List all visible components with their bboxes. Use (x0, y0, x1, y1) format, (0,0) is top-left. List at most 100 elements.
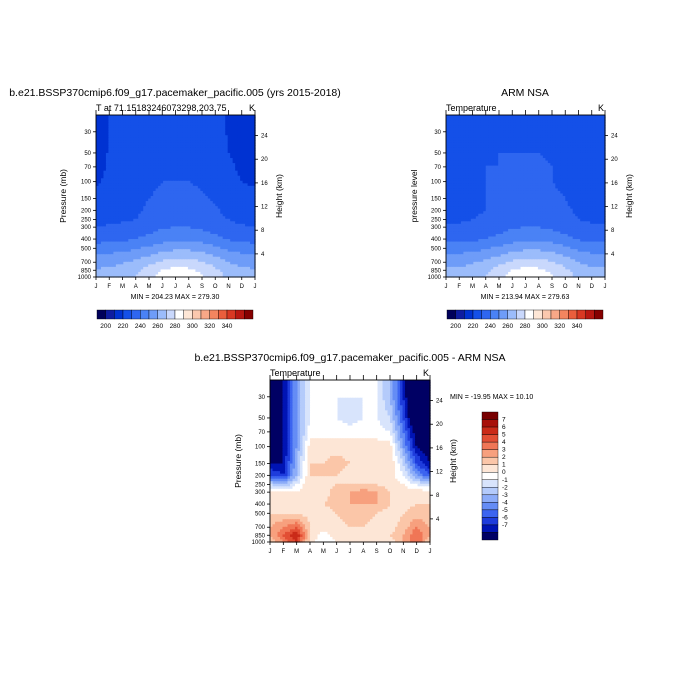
heatmap-cell (182, 140, 187, 144)
heatmap-cell (153, 160, 157, 164)
x-tick-label: S (200, 284, 204, 290)
heatmap-cell (150, 223, 154, 227)
heatmap-cell (98, 175, 102, 179)
heatmap-cell (175, 130, 179, 134)
heatmap-cell (227, 135, 231, 139)
heatmap-cell (140, 226, 144, 230)
heatmap-cell (103, 261, 107, 265)
heatmap-cell (245, 198, 249, 202)
heatmap-cell (242, 264, 246, 268)
heatmap-cell (192, 178, 196, 182)
heatmap-cell (252, 160, 256, 164)
heatmap-cell (153, 218, 157, 222)
heatmap-cell (158, 221, 162, 225)
heatmap-cell (205, 251, 209, 255)
heatmap-cell (133, 228, 137, 233)
heatmap-cell (205, 241, 209, 245)
heatmap-cell (247, 251, 251, 255)
heatmap-cell (100, 251, 105, 255)
heatmap-cell (202, 140, 206, 144)
heatmap-cell (250, 223, 254, 227)
heatmap-cell (110, 221, 114, 225)
heatmap-cell (158, 183, 162, 187)
heatmap-cell (165, 163, 169, 167)
heatmap-cell (100, 256, 105, 260)
heatmap-cell (245, 135, 249, 139)
heatmap-cell (148, 211, 152, 215)
heatmap-cell (247, 261, 251, 265)
heatmap-cell (170, 223, 174, 227)
heatmap-cell (182, 254, 187, 258)
heatmap-cell (138, 170, 142, 174)
heatmap-cell (133, 137, 137, 141)
heatmap-cell (192, 170, 196, 174)
heatmap-cell (250, 115, 254, 119)
heatmap-cell (120, 213, 124, 217)
colorbar-swatch (122, 309, 132, 320)
heatmap-cell (227, 249, 231, 253)
heatmap-cell (98, 117, 102, 121)
heatmap-cell (212, 155, 216, 159)
heatmap-cell (145, 127, 149, 131)
heatmap-cell (195, 206, 199, 210)
heatmap-cell (235, 213, 239, 217)
heatmap-cell (133, 188, 137, 192)
heatmap-cell (118, 236, 122, 240)
panel-obs: ARM NSA Temperature K J F M A M J J A S O N D J30507… (409, 87, 634, 330)
heatmap-cell (105, 127, 110, 131)
heatmap-cell (113, 239, 117, 243)
heatmap-cell (192, 188, 196, 192)
heatmap-cell (168, 115, 172, 119)
heatmap-cell (247, 132, 251, 136)
heatmap-cell (123, 120, 127, 124)
heatmap-cell (100, 239, 105, 243)
heatmap-cell (105, 216, 110, 220)
heatmap-cell (150, 193, 154, 197)
heatmap-cell (103, 188, 107, 192)
heatmap-cell (108, 132, 112, 136)
heatmap-cell (105, 142, 110, 146)
heatmap-cell (113, 244, 117, 248)
heatmap-cell (120, 208, 124, 212)
heatmap-cell (237, 158, 241, 162)
heatmap-cell (185, 251, 189, 255)
heatmap-cell (250, 165, 254, 169)
heatmap-cell (138, 168, 142, 172)
heatmap-cell (217, 175, 221, 179)
heatmap-cell (153, 239, 157, 243)
heatmap-cell (245, 208, 249, 212)
heatmap-cell (168, 160, 172, 164)
heatmap-cell (123, 168, 127, 172)
heatmap-cell (170, 152, 174, 157)
heatmap-cell (96, 190, 100, 195)
heatmap-cell (143, 137, 147, 141)
heatmap-cell (195, 132, 199, 136)
heatmap-cell (105, 203, 110, 207)
heatmap-cell (140, 180, 144, 184)
heatmap-cell (108, 160, 112, 164)
heatmap-cell (200, 168, 204, 172)
heatmap-cell (155, 256, 159, 260)
heatmap-cell (96, 251, 100, 255)
heatmap-cell (232, 221, 236, 225)
heatmap-cell (230, 203, 234, 207)
heatmap-cell (163, 132, 167, 136)
colorbar-swatch (105, 309, 115, 320)
heatmap-cell (153, 251, 157, 255)
heatmap-cell (105, 122, 110, 126)
heatmap-cell (140, 206, 144, 210)
heatmap-cell (230, 249, 234, 253)
heatmap-cell (225, 145, 229, 149)
heatmap-cell (145, 256, 149, 260)
heatmap-cell (212, 168, 216, 172)
heatmap-cell (235, 127, 239, 131)
heatmap-cell (113, 142, 117, 146)
heatmap-cell (212, 231, 216, 235)
heatmap-cell (180, 251, 184, 255)
heatmap-cell (160, 175, 164, 179)
heatmap-cell (225, 158, 229, 162)
heatmap-cell (252, 226, 256, 230)
heatmap-cell (103, 218, 107, 222)
heatmap-cell (252, 170, 256, 174)
heatmap-cell (108, 216, 112, 220)
